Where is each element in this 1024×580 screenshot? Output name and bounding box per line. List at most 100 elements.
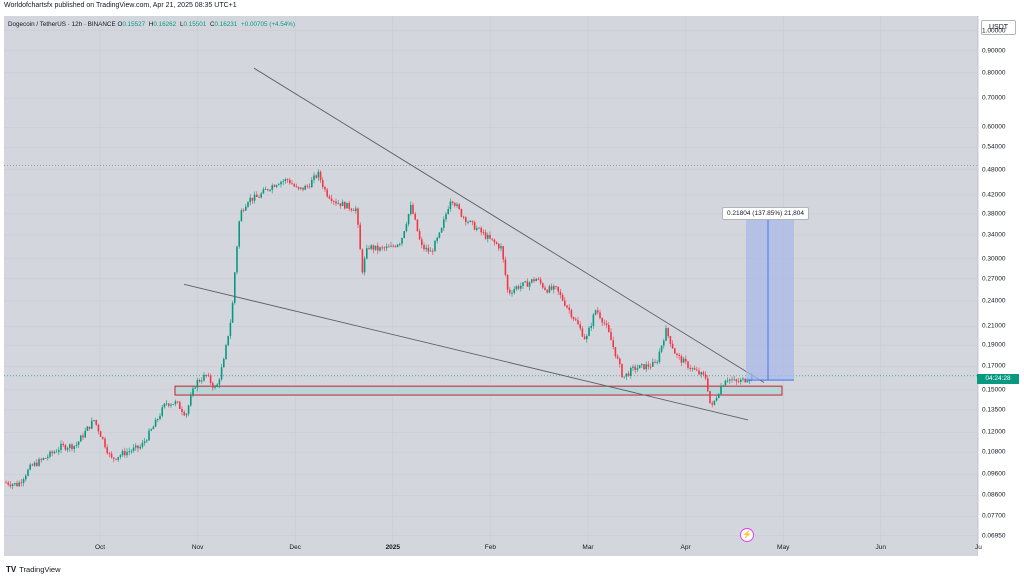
price-tick-label: 0.90000: [982, 47, 1006, 55]
candle-body: [663, 340, 665, 346]
candle-body: [645, 364, 647, 370]
candle-body: [335, 201, 337, 204]
candle-body: [449, 201, 452, 210]
candle-body: [515, 286, 518, 290]
candle-body: [40, 459, 42, 461]
candle-body: [20, 482, 23, 484]
candle-body: [271, 185, 273, 190]
time-axis[interactable]: Oct Nov Dec 2025 Feb Mar Apr May Jun Ju: [4, 544, 982, 556]
candle-body: [253, 194, 256, 201]
price-tick-label: 0.21000: [982, 322, 1006, 330]
lightning-icon[interactable]: ⚡: [740, 528, 754, 542]
candle-body: [249, 197, 251, 203]
candle-body: [550, 286, 553, 290]
support-zone: [174, 385, 783, 396]
candle-body: [473, 222, 476, 230]
price-tick-label: 0.30000: [982, 255, 1006, 263]
candle-body: [577, 320, 579, 325]
candle-body: [511, 292, 513, 294]
candle-body: [590, 325, 592, 328]
candle-body: [47, 456, 49, 459]
candle-body: [93, 420, 95, 421]
candle-body: [454, 203, 456, 206]
candle-body: [652, 361, 654, 367]
candle-body: [159, 415, 161, 420]
candle-body: [168, 403, 170, 406]
candle-body: [520, 285, 522, 289]
candle-body: [414, 213, 416, 220]
candle-body: [715, 397, 718, 401]
currency-button[interactable]: USDT: [981, 20, 1016, 35]
measure-tool-label[interactable]: 0.21804 (137.85%) 21,804: [722, 207, 809, 220]
candle-body: [304, 185, 306, 190]
candle-body: [139, 446, 141, 449]
candle-body: [220, 367, 223, 380]
time-tick-label: Mar: [582, 544, 594, 551]
candle-body: [258, 196, 260, 198]
candle-body: [509, 289, 511, 294]
price-tick-label: 0.42000: [982, 191, 1006, 199]
open-label: O: [117, 21, 123, 28]
symbol-legend[interactable]: Dogecoin / TetherUS · 12h · BINANCE O0.1…: [8, 21, 297, 28]
candle-body: [491, 238, 493, 240]
candle-body: [209, 375, 212, 384]
candle-body: [71, 444, 73, 450]
candle-body: [293, 184, 295, 187]
price-tick-label: 0.24000: [982, 297, 1006, 305]
symbol-name: Dogecoin / TetherUS · 12h · BINANCE: [8, 21, 116, 28]
candle-body: [676, 353, 678, 356]
candle-body: [528, 282, 531, 287]
candle-body: [187, 405, 190, 414]
candle-body: [97, 424, 100, 432]
candle-body: [390, 245, 392, 247]
price-tick-label: 0.60000: [982, 123, 1006, 131]
candle-body: [405, 224, 408, 232]
candle-body: [746, 381, 749, 383]
time-tick-label: 2025: [385, 544, 401, 551]
candle-body: [38, 459, 40, 466]
candle-body: [75, 444, 78, 446]
candle-body: [36, 462, 38, 466]
close-label: C: [209, 21, 215, 28]
candle-body: [656, 362, 658, 363]
candle-body: [685, 358, 687, 362]
price-tick-label: 0.27000: [982, 275, 1006, 283]
candle-body: [339, 203, 342, 206]
candle-body: [163, 403, 166, 408]
price-tick-label: 0.80000: [982, 69, 1006, 77]
candle-body: [348, 202, 350, 209]
candle-body: [513, 289, 515, 293]
candle-body: [396, 244, 399, 247]
candle-body: [234, 272, 236, 303]
candle-body: [115, 458, 117, 460]
candle-body: [612, 340, 614, 348]
candle-body: [524, 281, 526, 283]
candle-body: [9, 484, 12, 487]
candle-body: [742, 378, 744, 380]
candle-body: [641, 364, 643, 366]
candle-body: [16, 482, 18, 487]
candle-body: [687, 361, 689, 368]
candle-body: [379, 247, 381, 251]
candle-body: [447, 209, 449, 215]
candle-body: [649, 366, 652, 368]
candle-body: [121, 451, 124, 456]
candle-body: [319, 171, 322, 181]
candle-body: [537, 278, 540, 280]
candle-body: [579, 324, 581, 329]
candle-body: [682, 358, 685, 363]
candle-body: [522, 282, 524, 286]
candle-body: [465, 217, 467, 223]
price-tick-label: 0.48000: [982, 166, 1006, 174]
candle-body: [704, 374, 707, 379]
candle-body: [517, 286, 520, 289]
candle-body: [599, 312, 601, 319]
candle-body: [240, 210, 243, 222]
candle-body: [385, 246, 388, 249]
candle-body: [183, 412, 185, 416]
price-axis[interactable]: [977, 16, 1021, 556]
candle-body: [696, 369, 698, 371]
candle-body: [22, 479, 25, 483]
candle-body: [425, 247, 427, 250]
candle-body: [368, 248, 370, 249]
